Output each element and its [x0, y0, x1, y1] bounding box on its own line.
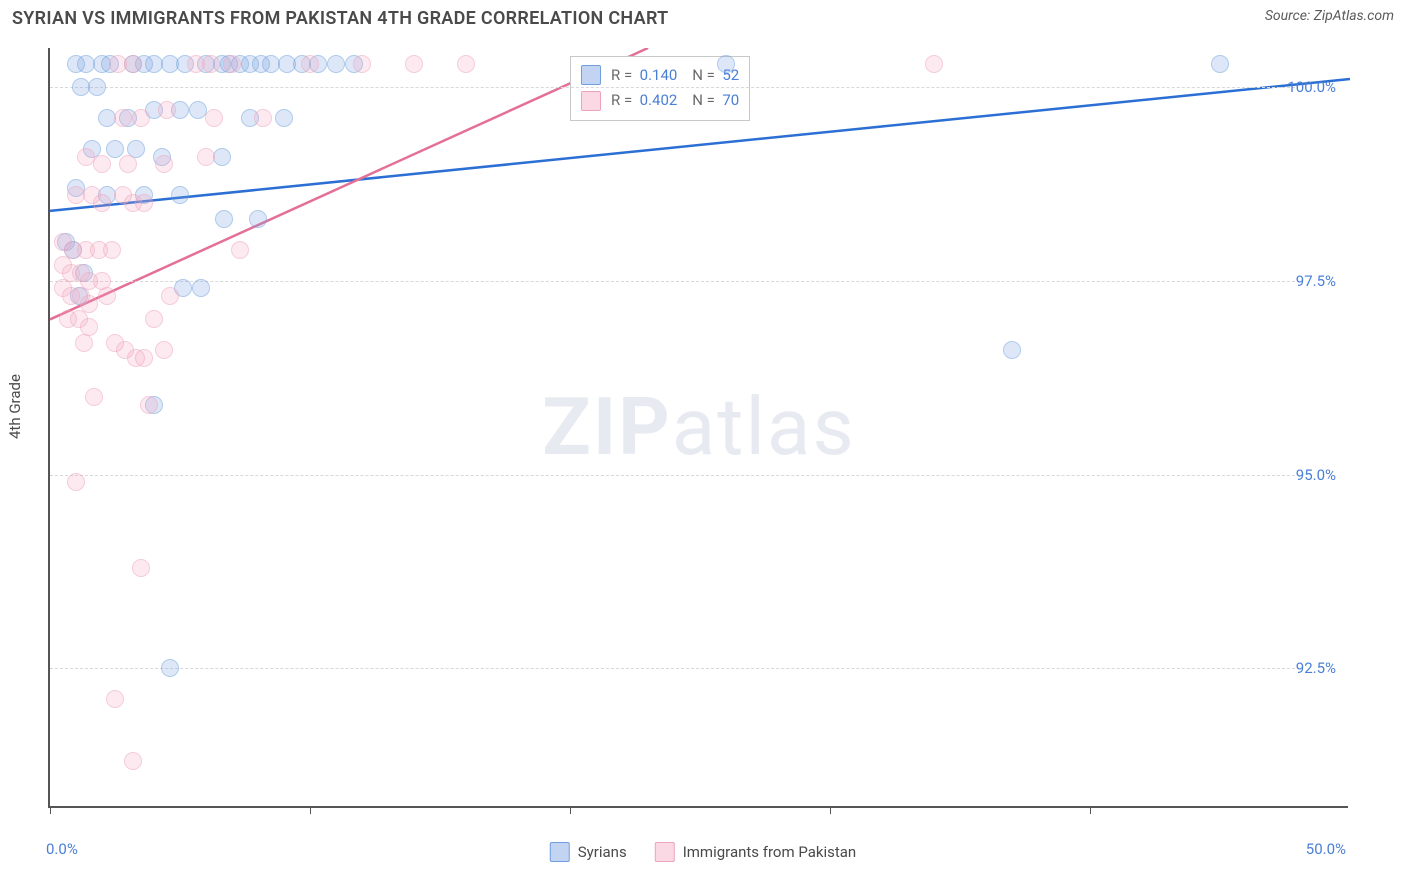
x-tick	[310, 806, 311, 814]
gridline	[50, 668, 1295, 669]
data-point	[457, 55, 475, 73]
legend-label: Immigrants from Pakistan	[683, 843, 857, 861]
data-point	[327, 55, 345, 73]
watermark-light: atlas	[672, 380, 856, 474]
data-point	[171, 186, 189, 204]
watermark: ZIPatlas	[542, 380, 855, 474]
stats-text: R = 0.402 N = 70	[611, 88, 739, 114]
gridline	[50, 475, 1295, 476]
data-point	[231, 241, 249, 259]
data-point	[202, 55, 220, 73]
x-tick	[570, 806, 571, 814]
data-point	[124, 55, 142, 73]
stats-row: R = 0.140 N = 52	[581, 63, 739, 89]
data-point	[717, 55, 735, 73]
data-point	[254, 109, 272, 127]
x-tick	[830, 806, 831, 814]
data-point	[301, 55, 319, 73]
data-point	[93, 155, 111, 173]
title-bar: SYRIAN VS IMMIGRANTS FROM PAKISTAN 4TH G…	[12, 8, 1394, 29]
stats-swatch	[581, 65, 601, 85]
data-point	[1211, 55, 1229, 73]
x-tick	[50, 806, 51, 814]
data-point	[213, 148, 231, 166]
data-point	[1003, 341, 1021, 359]
stats-swatch	[581, 91, 601, 111]
stats-row: R = 0.402 N = 70	[581, 88, 739, 114]
source-attribution: Source: ZipAtlas.com	[1265, 8, 1394, 24]
data-point	[925, 55, 943, 73]
data-point	[215, 210, 233, 228]
gridline	[50, 87, 1295, 88]
data-point	[119, 155, 137, 173]
data-point	[161, 659, 179, 677]
data-point	[405, 55, 423, 73]
data-point	[155, 155, 173, 173]
data-point	[192, 279, 210, 297]
data-point	[135, 194, 153, 212]
watermark-bold: ZIP	[542, 380, 672, 474]
data-point	[67, 473, 85, 491]
legend-label: Syrians	[578, 843, 627, 861]
chart-container: SYRIAN VS IMMIGRANTS FROM PAKISTAN 4TH G…	[0, 0, 1406, 892]
data-point	[88, 78, 106, 96]
y-tick-label: 100.0%	[1287, 78, 1336, 96]
trend-line	[50, 48, 648, 319]
y-tick-label: 95.0%	[1296, 466, 1336, 484]
data-point	[275, 109, 293, 127]
data-point	[98, 287, 116, 305]
data-point	[132, 109, 150, 127]
legend-swatch	[655, 842, 675, 862]
data-point	[103, 241, 121, 259]
data-point	[124, 752, 142, 770]
data-point	[197, 148, 215, 166]
y-tick-label: 97.5%	[1296, 272, 1336, 290]
data-point	[223, 55, 241, 73]
data-point	[158, 101, 176, 119]
data-point	[249, 210, 267, 228]
plot-area: ZIPatlas R = 0.140 N = 52R = 0.402 N = 7…	[48, 48, 1348, 808]
data-point	[93, 194, 111, 212]
data-point	[80, 295, 98, 313]
data-point	[132, 559, 150, 577]
x-axis-min-label: 0.0%	[46, 840, 78, 858]
legend-item: Immigrants from Pakistan	[655, 842, 857, 862]
data-point	[155, 341, 173, 359]
data-point	[353, 55, 371, 73]
data-point	[106, 140, 124, 158]
legend-swatch	[550, 842, 570, 862]
trend-lines-svg	[50, 48, 1350, 808]
data-point	[106, 690, 124, 708]
y-tick-label: 92.5%	[1296, 659, 1336, 677]
data-point	[135, 349, 153, 367]
data-point	[205, 109, 223, 127]
y-axis-label: 4th Grade	[6, 374, 24, 439]
chart-title: SYRIAN VS IMMIGRANTS FROM PAKISTAN 4TH G…	[12, 8, 668, 29]
legend-item: Syrians	[550, 842, 627, 862]
x-axis-max-label: 50.0%	[1306, 840, 1346, 858]
data-point	[161, 287, 179, 305]
data-point	[145, 310, 163, 328]
gridline	[50, 281, 1295, 282]
data-point	[140, 396, 158, 414]
x-tick	[1090, 806, 1091, 814]
series-legend: Syrians Immigrants from Pakistan	[550, 842, 856, 862]
data-point	[114, 109, 132, 127]
data-point	[85, 388, 103, 406]
data-point	[75, 334, 93, 352]
